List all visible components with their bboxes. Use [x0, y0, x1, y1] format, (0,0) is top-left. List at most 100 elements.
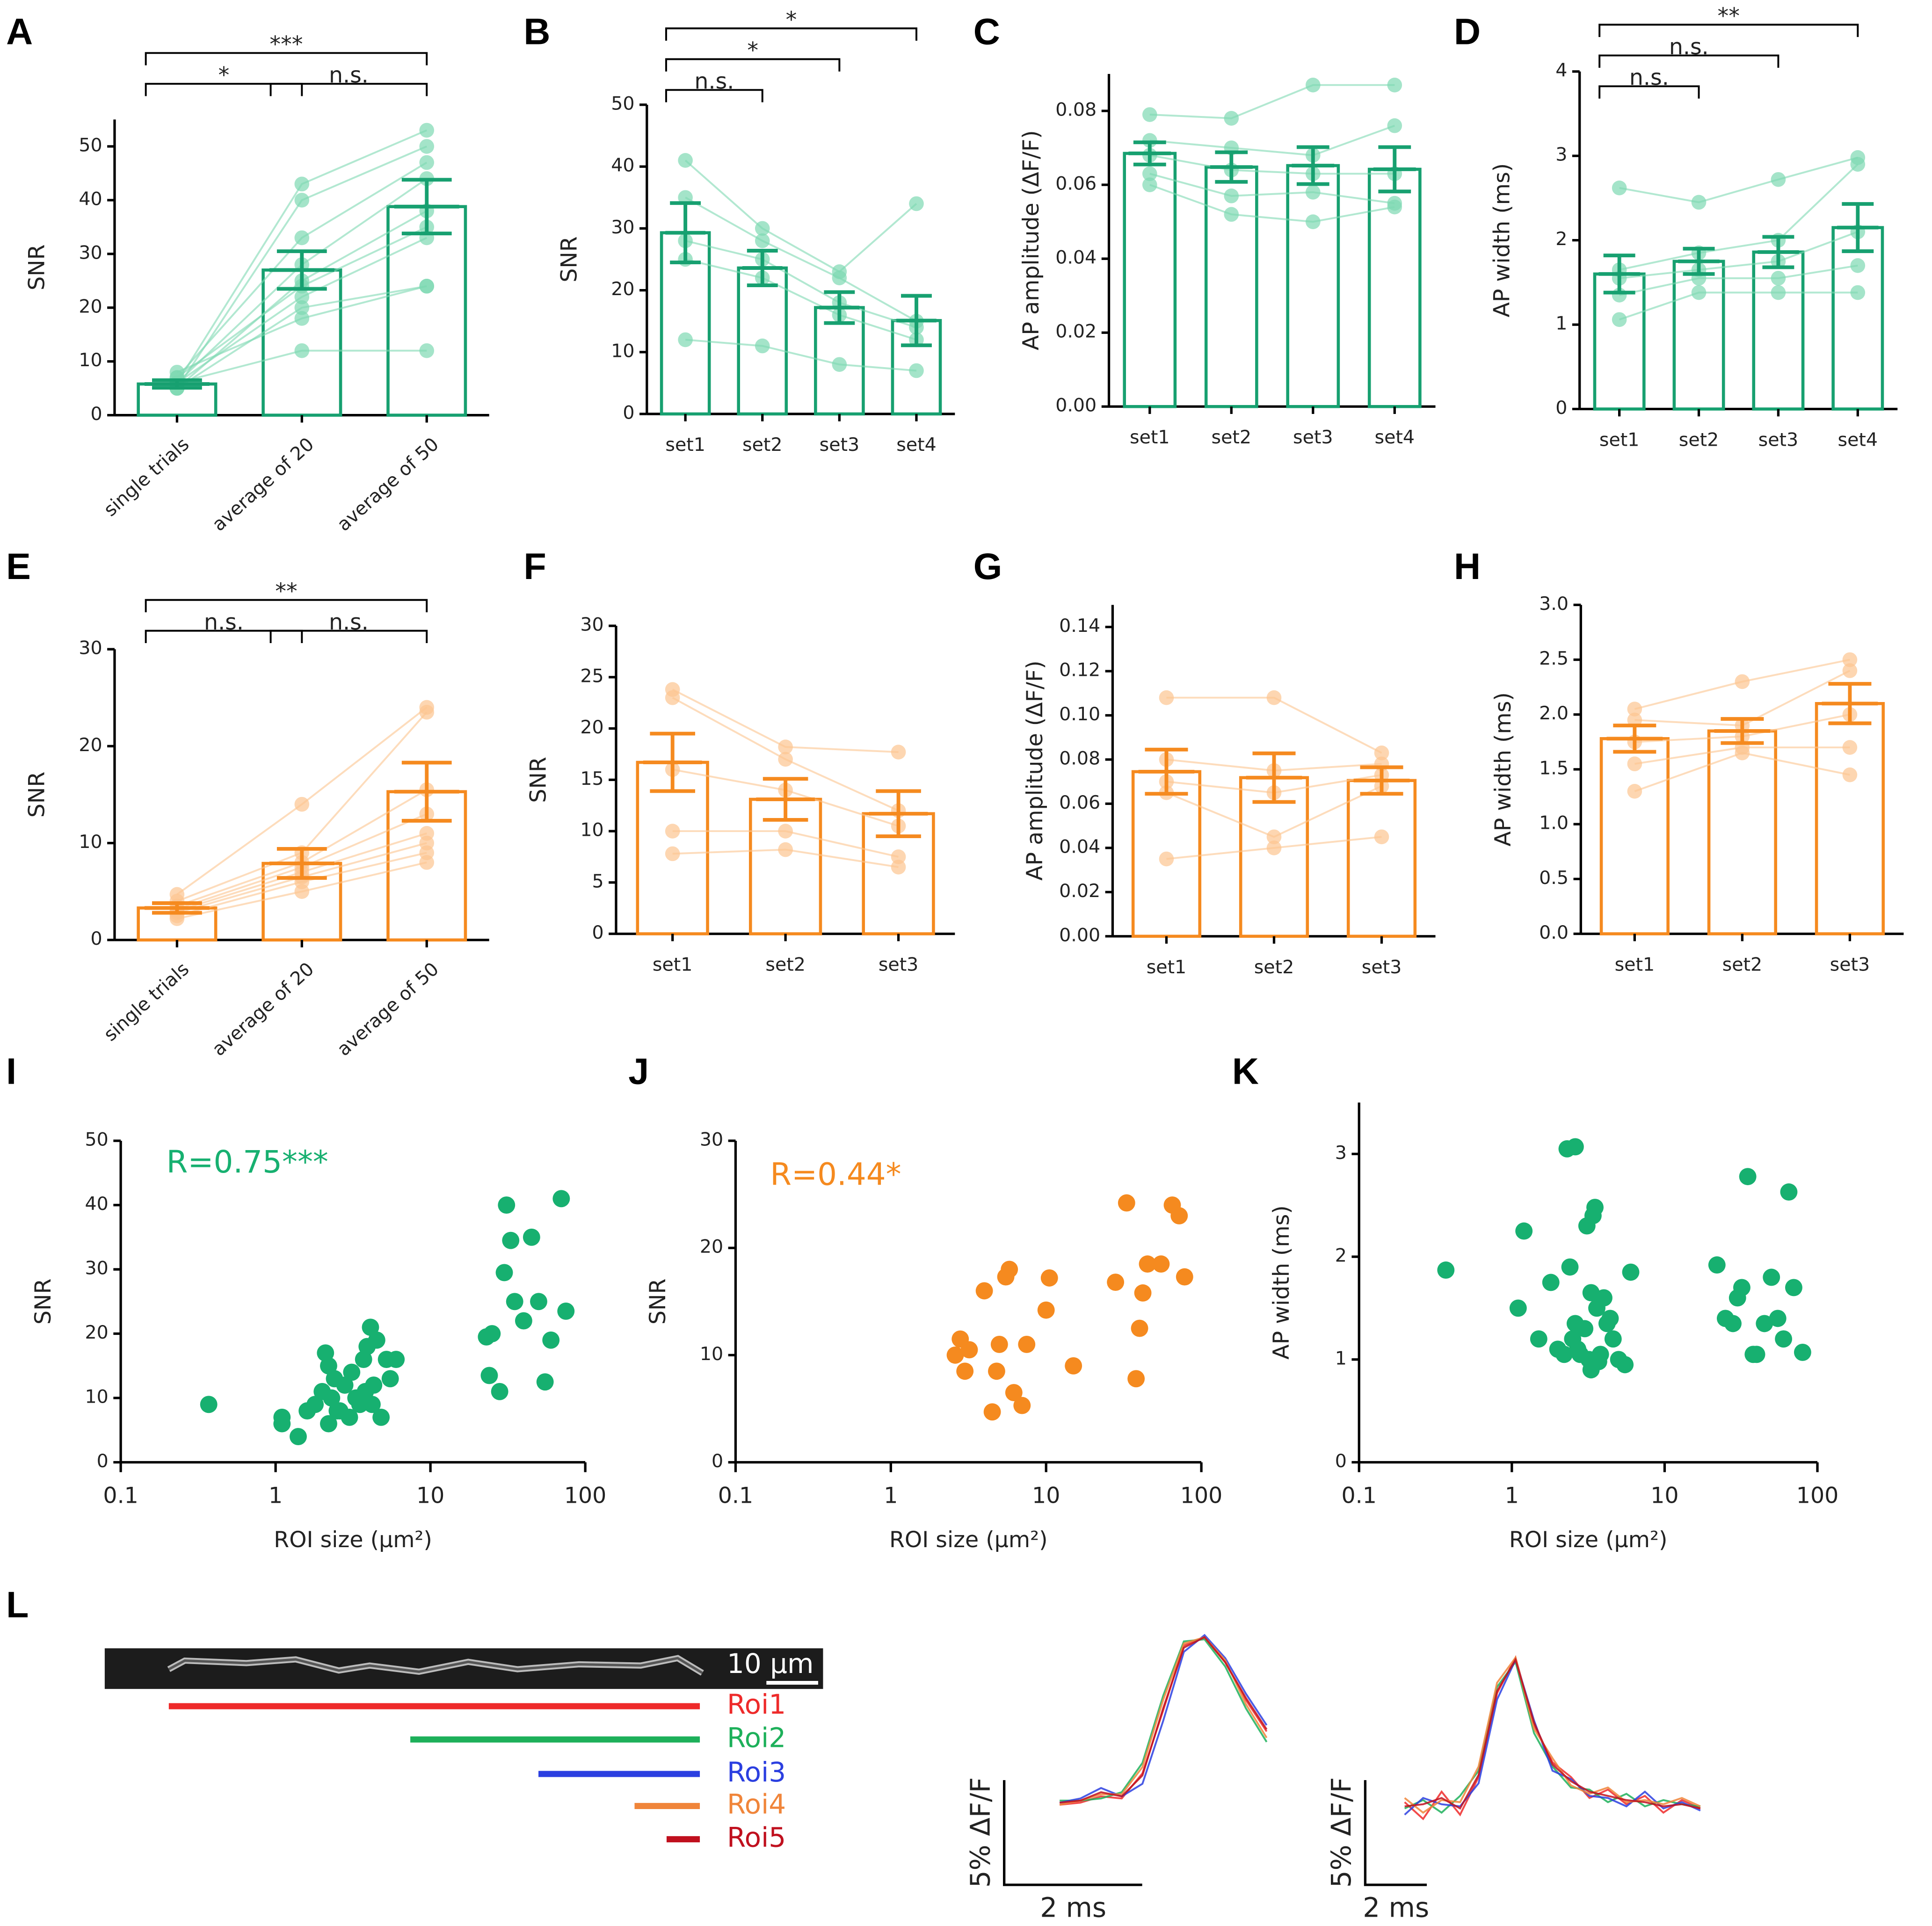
point: [1775, 1330, 1793, 1348]
point: [480, 1367, 498, 1384]
point: [1590, 1353, 1607, 1370]
x-axis-label: ROI size (μm²): [274, 1527, 432, 1553]
y-tick-label: 3: [1555, 144, 1567, 166]
bar: [1831, 226, 1884, 411]
significance-label: n.s.: [694, 69, 734, 94]
subject-point: [294, 176, 310, 192]
y-tick-label: 2: [1555, 228, 1567, 250]
subject-point: [1842, 663, 1858, 678]
significance-label: n.s.: [329, 62, 369, 88]
y-tick-label: 3.0: [1539, 593, 1569, 615]
point: [1005, 1384, 1023, 1402]
x-tick-label: set4: [1838, 429, 1878, 451]
subject-point: [1387, 199, 1402, 215]
panel-letter: C: [973, 11, 1000, 52]
point: [946, 1346, 964, 1364]
subject-point: [1305, 185, 1321, 200]
point: [1724, 1315, 1742, 1332]
y-axis-label: AP width (ms): [1490, 692, 1516, 847]
bar: [1346, 779, 1417, 938]
subject-point: [419, 139, 435, 154]
point: [1118, 1194, 1135, 1212]
point: [1065, 1357, 1082, 1375]
y-tick-label: 0: [97, 1450, 109, 1472]
point: [1515, 1222, 1533, 1240]
x-tick-label: set2: [765, 954, 806, 976]
point: [1733, 1279, 1750, 1296]
x-tick-label: set3: [1293, 427, 1333, 448]
significance-bracket: [145, 599, 428, 613]
x-tick-label: set2: [1679, 429, 1719, 451]
x-tick-label: average of 20: [208, 434, 318, 536]
subject-point: [1771, 172, 1786, 187]
y-tick-label: 0.02: [1055, 321, 1097, 342]
x-tick-label: single trials: [100, 958, 193, 1046]
subject-point: [419, 155, 435, 170]
point: [515, 1312, 532, 1330]
error-bar: [1353, 765, 1410, 796]
subject-line: [1619, 156, 1858, 203]
subject-line: [1149, 154, 1395, 175]
significance-label: ***: [269, 32, 303, 58]
point: [975, 1282, 993, 1300]
significance-label: *: [747, 38, 758, 64]
subject-line: [685, 239, 917, 328]
subject-point: [1387, 77, 1402, 93]
point: [1739, 1168, 1757, 1186]
point: [1509, 1299, 1527, 1317]
point: [1040, 1269, 1058, 1287]
subject-line: [1619, 291, 1858, 321]
y-axis-label: SNR: [557, 236, 582, 282]
point: [273, 1415, 291, 1433]
subject-point: [1771, 271, 1786, 286]
y-tick-label: 0.00: [1055, 395, 1097, 416]
subject-point: [1842, 740, 1858, 755]
error-bar: [1373, 145, 1416, 194]
y-tick-label: 50: [611, 93, 634, 114]
subject-point: [1159, 690, 1174, 705]
point: [1586, 1199, 1604, 1216]
y-axis-label: SNR: [30, 1279, 56, 1325]
subject-point: [1842, 767, 1858, 782]
y-tick-label: 30: [79, 242, 102, 263]
panel-letter: E: [6, 545, 31, 587]
y-tick-label: 3: [1335, 1142, 1347, 1164]
roi-label: Roi4: [727, 1788, 786, 1820]
point: [956, 1362, 974, 1380]
y-tick-label: 0.0: [1539, 922, 1569, 943]
subject-point: [832, 357, 847, 372]
x-tick-label: average of 50: [333, 434, 443, 536]
point: [306, 1396, 324, 1413]
subject-point: [1224, 111, 1239, 126]
subject-point: [1374, 745, 1389, 760]
error-bar: [869, 789, 928, 839]
trace: [1060, 1638, 1268, 1802]
subject-line: [1149, 184, 1395, 223]
subject-point: [678, 153, 693, 168]
x-tick-label: 0.1: [103, 1483, 138, 1508]
point: [1769, 1310, 1787, 1327]
error-bar: [394, 178, 459, 236]
y-tick-label: 1: [1555, 313, 1567, 334]
y-tick-label: 15: [580, 768, 603, 789]
point: [1037, 1301, 1055, 1319]
y-tick-label: 5: [592, 870, 603, 892]
y-tick-label: 20: [79, 734, 102, 756]
x-tick-label: set4: [896, 434, 936, 456]
point: [1569, 1340, 1587, 1358]
y-axis-label: AP amplitude (ΔF/F): [1018, 130, 1044, 350]
y-tick-label: 0.08: [1059, 747, 1100, 769]
point: [1601, 1310, 1619, 1327]
x-tick-label: 100: [1180, 1483, 1222, 1508]
point: [1622, 1263, 1640, 1281]
x-tick-label: 0.1: [1342, 1483, 1377, 1508]
point: [552, 1190, 570, 1208]
significance-bracket: [665, 89, 763, 102]
subject-point: [294, 311, 310, 326]
scale-label: 5% ΔF/F: [964, 1777, 996, 1888]
subject-point: [1374, 829, 1389, 845]
subject-line: [685, 196, 917, 322]
y-tick-label: 0: [90, 403, 102, 425]
point: [320, 1415, 337, 1433]
x-tick-label: set4: [1375, 427, 1415, 448]
